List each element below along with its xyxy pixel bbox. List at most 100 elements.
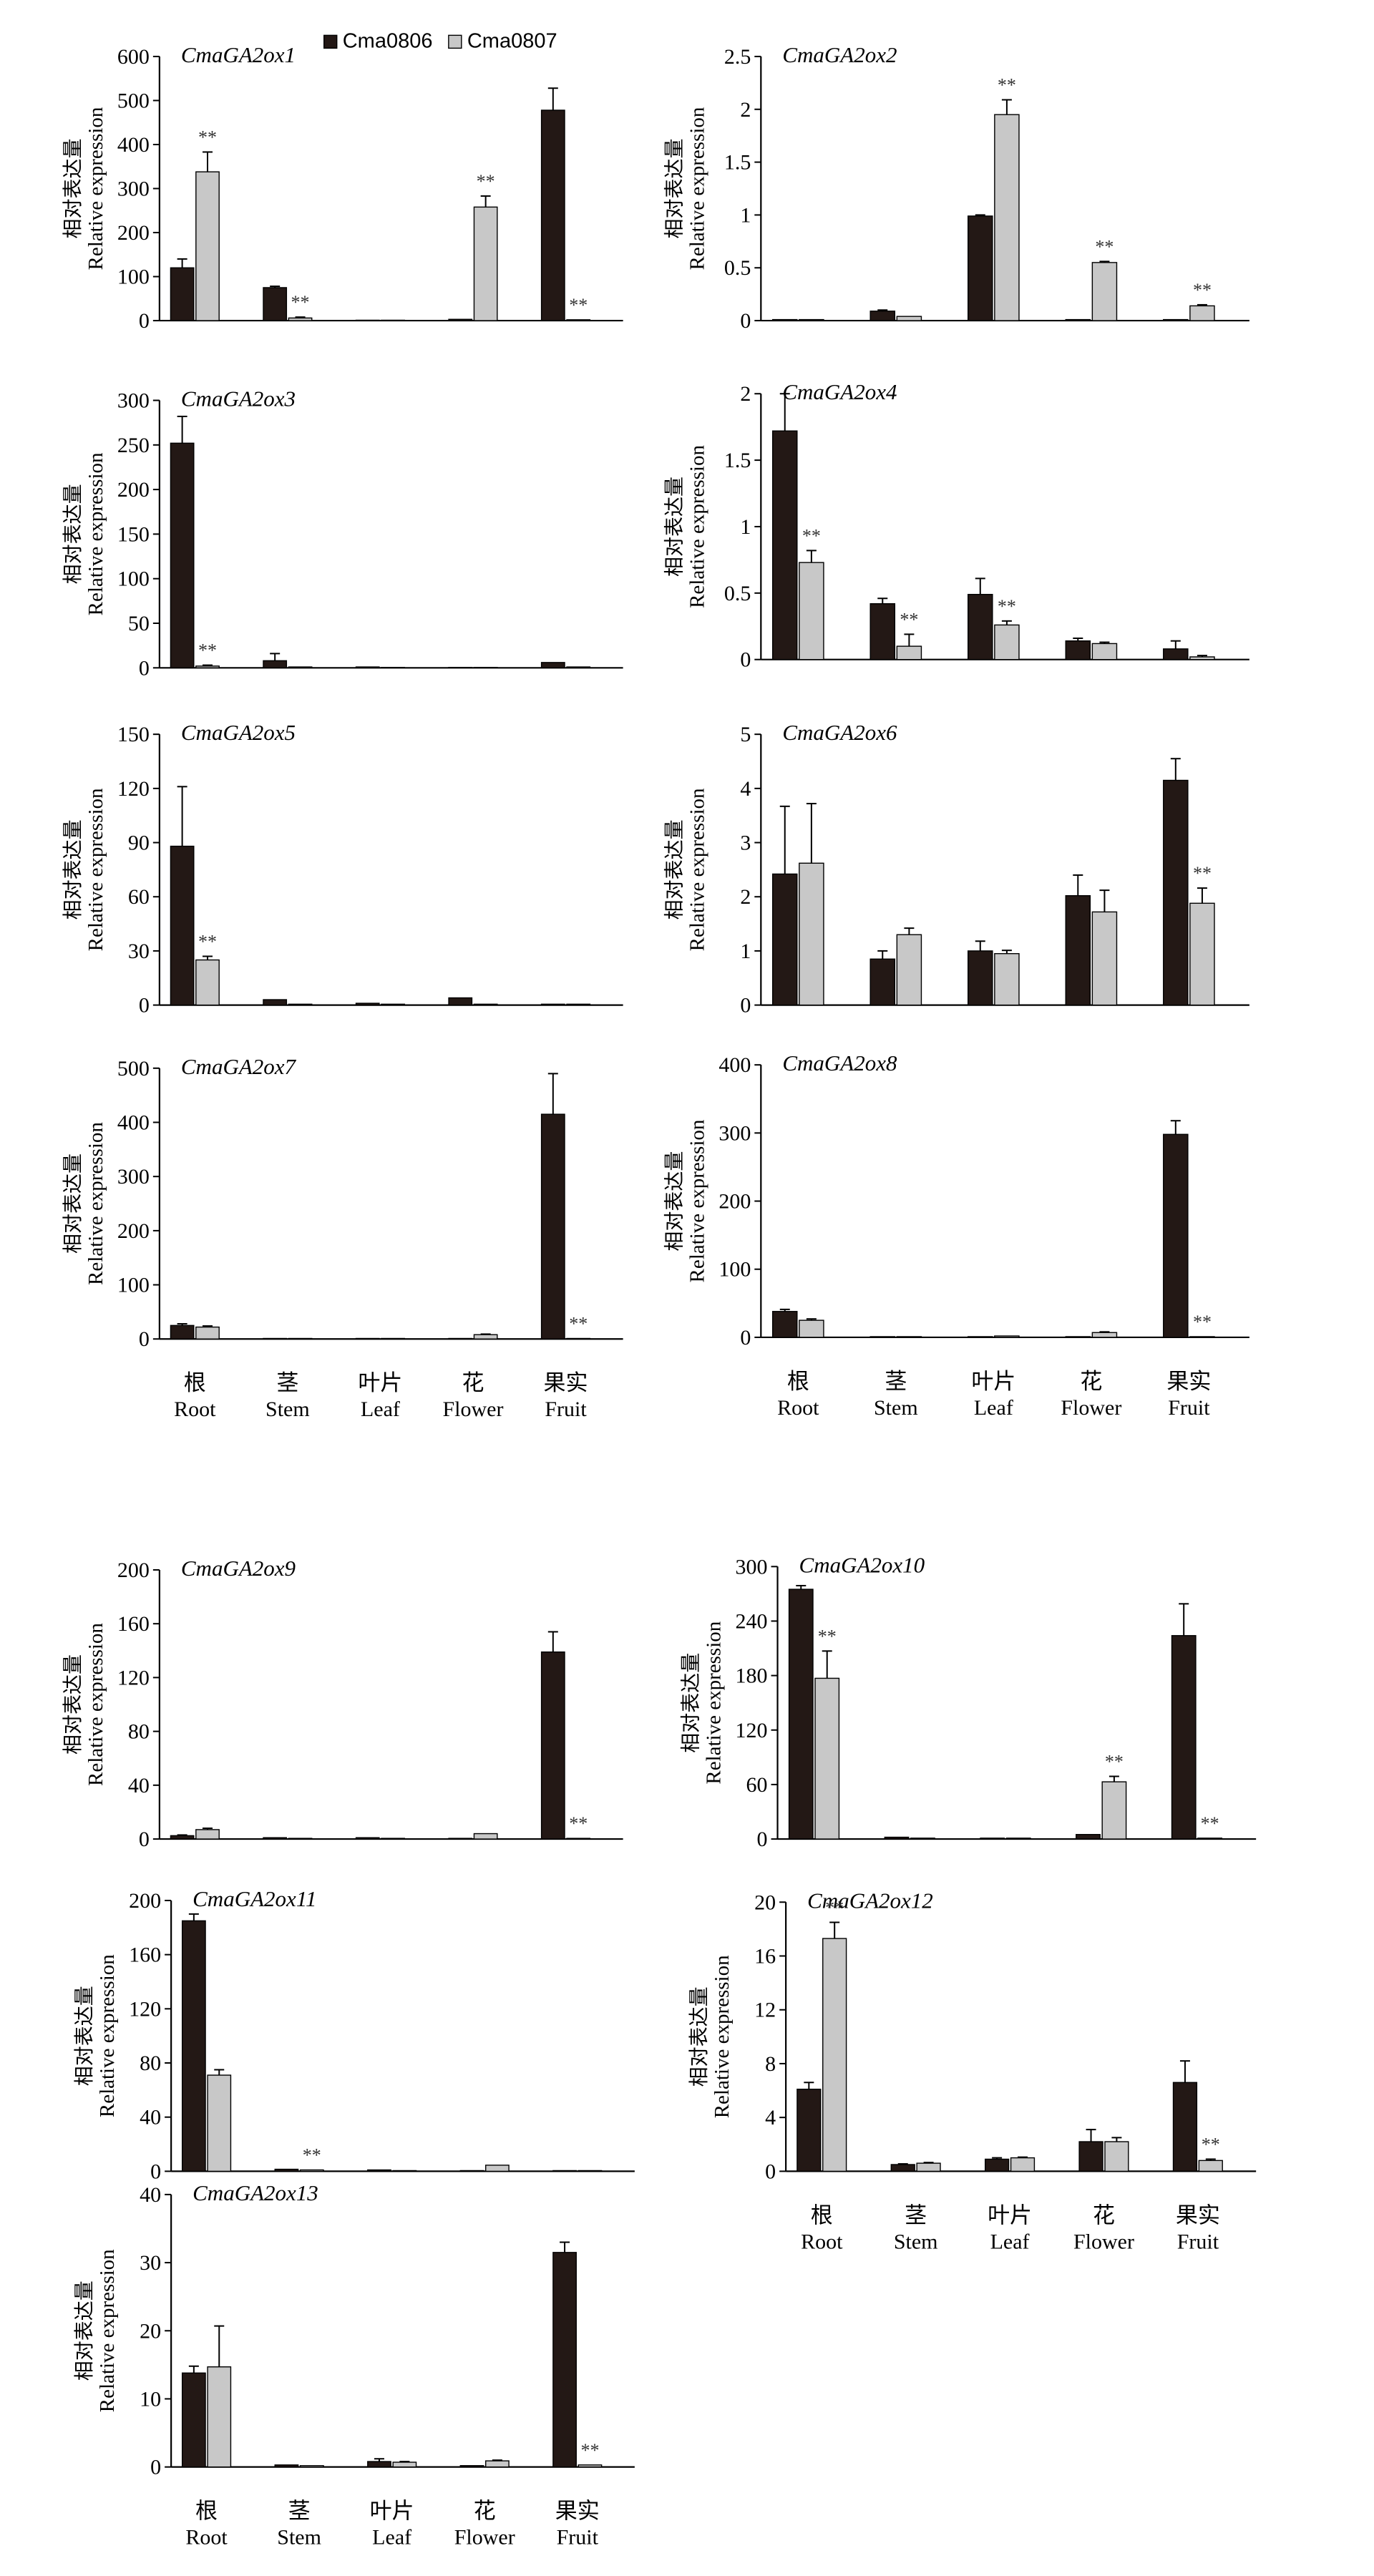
y-tick-label: 8 — [765, 2052, 776, 2076]
significance-mark: ** — [998, 74, 1016, 95]
y-axis-title-cn: 相对表达量 — [61, 819, 84, 919]
y-tick-label: 1 — [740, 940, 751, 963]
y-tick-label: 200 — [117, 221, 150, 245]
bar-cma0806 — [1163, 318, 1189, 321]
category-label-en: Flower — [1073, 2230, 1134, 2253]
bar-cma0807 — [392, 2170, 417, 2172]
y-axis-title-en: Relative expression — [84, 1623, 107, 1786]
y-tick-label: 0 — [139, 656, 150, 680]
y-axis-title-cn: 相对表达量 — [687, 1986, 711, 2087]
y-tick-label: 180 — [736, 1664, 768, 1688]
bar-cma0806 — [1078, 2141, 1103, 2172]
y-tick-label: 400 — [718, 1053, 751, 1077]
significance-mark: ** — [900, 609, 918, 630]
y-tick-label: 200 — [117, 1219, 150, 1243]
y-tick-label: 0 — [757, 1828, 768, 1851]
chart-panel-7: 0 100 200 300 400 500 CmaGA2ox7 相对表达量 Relative e… — [61, 1054, 623, 1421]
chart-panel-11: 0 40 80 120 160 200 CmaGA2ox11 相对表达量 Relative ex… — [72, 1886, 635, 2183]
y-axis-title-cn: 相对表达量 — [662, 819, 686, 919]
significance-mark: ** — [291, 292, 310, 313]
y-axis-title-en: Relative expression — [84, 788, 107, 951]
category-label-en: Fruit — [545, 1397, 587, 1421]
bar-cma0807 — [288, 1003, 313, 1006]
y-axis-title-cn: 相对表达量 — [61, 1654, 84, 1755]
y-axis-title-en: Relative expression — [686, 1119, 708, 1282]
y-tick-label: 400 — [117, 1111, 150, 1135]
y-tick-label: 0 — [740, 1326, 751, 1350]
bar-cma0807 — [799, 562, 824, 660]
bar-cma0807 — [473, 206, 498, 321]
bar-cma0807 — [195, 171, 220, 321]
category-label-en: Root — [174, 1397, 216, 1421]
y-axis-title-en: Relative expression — [96, 2249, 119, 2412]
bar-cma0806 — [170, 267, 195, 321]
gene-title: CmaGA2ox1 — [181, 42, 296, 67]
gene-title: CmaGA2ox11 — [193, 1886, 316, 1911]
y-tick-label: 20 — [754, 1890, 776, 1914]
bar-cma0806 — [552, 2170, 577, 2172]
y-axis-title-cn: 相对表达量 — [662, 138, 686, 238]
bar-cma0807 — [799, 862, 824, 1006]
bar-cma0806 — [788, 1589, 814, 1840]
y-tick-label: 100 — [117, 265, 150, 289]
legend: Cma0806 Cma0807 — [323, 29, 557, 52]
significance-mark: ** — [1095, 236, 1114, 257]
y-tick-label: 0 — [740, 648, 751, 672]
bar-cma0807 — [195, 665, 220, 669]
bar-cma0807 — [381, 1838, 405, 1840]
category-label-cn: 果实 — [1166, 1369, 1211, 1395]
category-label-en: Fruit — [1177, 2230, 1219, 2253]
y-tick-label: 0 — [740, 309, 751, 333]
y-tick-label: 100 — [718, 1258, 751, 1282]
bar-cma0806 — [355, 666, 380, 669]
category-label-cn: 花 — [1080, 1369, 1102, 1395]
bar-cma0807 — [578, 2170, 603, 2172]
chart-panel-13: 0 10 20 30 40 CmaGA2ox13 相对表达量 Relative express… — [72, 2180, 635, 2550]
bar-cma0807 — [896, 316, 922, 321]
bar-cma0807 — [994, 114, 1020, 321]
y-tick-label: 90 — [128, 831, 150, 855]
y-tick-label: 12 — [754, 1999, 776, 2022]
category-label-en: Leaf — [990, 2230, 1030, 2253]
category-label-cn: 花 — [1093, 2202, 1115, 2228]
bar-cma0807 — [299, 2465, 324, 2468]
bar-cma0807 — [1091, 262, 1118, 321]
gene-title: CmaGA2ox10 — [799, 1552, 925, 1577]
y-tick-label: 100 — [117, 567, 150, 591]
bar-cma0807 — [566, 1003, 591, 1006]
bar-cma0807 — [207, 2366, 232, 2468]
bar-cma0806 — [771, 430, 798, 660]
gene-title: CmaGA2ox4 — [782, 379, 897, 404]
gene-title: CmaGA2ox3 — [181, 386, 296, 411]
significance-mark: ** — [198, 127, 217, 147]
y-tick-label: 150 — [117, 723, 150, 746]
chart-panel-2: 0 0.5 1 1.5 2 2.5 CmaGA2ox2 相对表达量 Relative expre… — [662, 42, 1249, 333]
y-axis-title-en: Relative expression — [686, 445, 708, 608]
bar-cma0807 — [485, 2165, 510, 2172]
bar-cma0807 — [994, 952, 1020, 1006]
y-tick-label: 20 — [140, 2319, 161, 2343]
chart-panel-6: 0 1 2 3 4 5 CmaGA2ox6 相对表达量 Relative expression *… — [662, 720, 1249, 1018]
bar-cma0806 — [274, 2464, 299, 2468]
bar-cma0806 — [1172, 2082, 1198, 2172]
significance-mark: ** — [1105, 1751, 1124, 1772]
legend-swatch — [323, 34, 338, 49]
category-label-cn: 花 — [474, 2499, 496, 2524]
bar-cma0806 — [448, 1838, 473, 1840]
bar-cma0806 — [170, 845, 195, 1006]
y-axis-title-en: Relative expression — [96, 1954, 119, 2117]
bar-cma0807 — [994, 1335, 1020, 1338]
significance-mark: ** — [1193, 280, 1212, 301]
bar-cma0806 — [263, 1837, 288, 1840]
y-axis-title-cn: 相对表达量 — [61, 484, 84, 584]
y-tick-label: 0.5 — [724, 256, 751, 280]
bar-cma0807 — [1104, 2141, 1129, 2172]
category-label-cn: 果实 — [555, 2499, 600, 2524]
legend-swatch — [448, 34, 462, 49]
chart-panel-10: 0 60 120 180 240 300 CmaGA2ox10 相对表达量 Relative e… — [679, 1552, 1257, 1851]
y-tick-label: 120 — [117, 1666, 150, 1689]
y-tick-label: 600 — [117, 45, 150, 69]
bar-cma0806 — [367, 2461, 391, 2468]
bar-cma0806 — [263, 660, 288, 669]
